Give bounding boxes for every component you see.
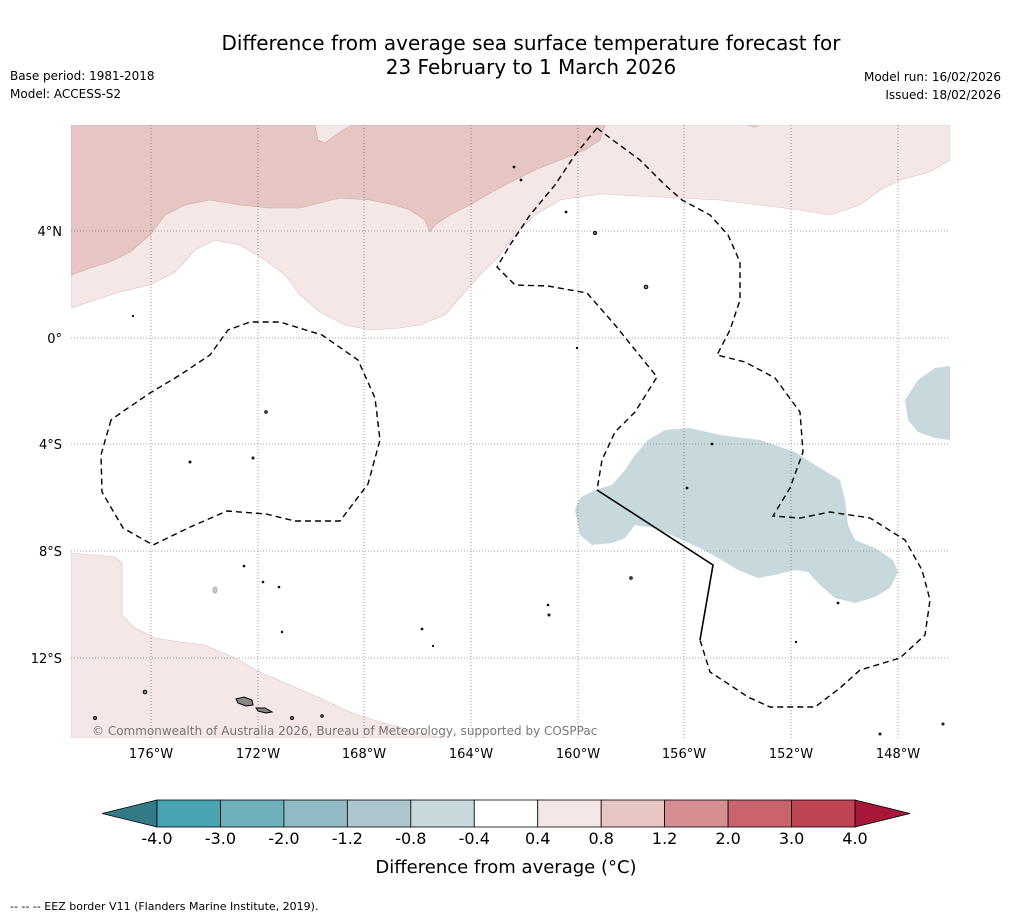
chart-title-line2: 23 February to 1 March 2026 [385,55,677,79]
colorbar-tick-label: 0.4 [525,829,550,848]
colorbar-segment [410,799,475,828]
colorbar-tick-label: 4.0 [842,829,867,848]
islands [93,165,945,736]
warm-anomaly-light-south [71,552,441,738]
colorbar-tick-label: -0.4 [459,829,490,848]
longitude-labels: 176°W 172°W 168°W 164°W 160°W 156°W 152°… [129,747,920,762]
lon-label-168w: 168°W [342,747,386,762]
model-run-label: Model run: 16/02/2026 [863,70,1001,84]
latitude-labels: 4°N 0° 4°S 8°S 12°S [31,225,62,667]
lat-label-8s: 8°S [39,545,62,560]
colorbar: -4.0 -3.0 -2.0 -1.2 -0.8 -0.4 0.4 0.8 1.2 2.0 3.0 4… [101,799,911,848]
colorbar-segment [473,799,539,828]
lon-label-164w: 164°W [449,747,493,762]
colorbar-label: Difference from average (°C) [375,857,636,878]
lon-label-172w: 172°W [236,747,280,762]
lon-label-148w: 148°W [876,747,920,762]
eez-kiribati-east [596,127,931,708]
colorbar-tick-label: -3.0 [205,829,236,848]
eez-solid-boundary [596,489,714,641]
lon-label-160w: 160°W [556,747,600,762]
eez-footnote: -- -- -- EEZ border V11 (Flanders Marine… [10,900,319,913]
lat-label-12s: 12°S [31,652,62,667]
colorbar-tick-label: -0.8 [395,829,426,848]
colorbar-segment [727,799,792,828]
colorbar-segment [346,799,412,828]
warm-anomaly-medium-north [71,125,606,276]
colorbar-segment [600,799,666,828]
colorbar-tick-label: -1.2 [332,829,363,848]
lon-label-176w: 176°W [129,747,173,762]
cool-anomaly-central [575,428,898,603]
graticule [71,125,950,738]
colorbar-tick-label: 0.8 [588,829,613,848]
colorbar-segment [791,799,856,828]
anomaly-shading [71,125,950,738]
lon-label-156w: 156°W [662,747,706,762]
colorbar-segment [664,799,729,828]
colorbar-over-arrow [854,799,911,828]
issued-label: Issued: 18/02/2026 [885,88,1001,102]
colorbar-tick-label: -2.0 [268,829,299,848]
chart-title-line1: Difference from average sea surface temp… [221,31,841,55]
colorbar-segment [537,799,602,828]
colorbar-tick-label: 3.0 [779,829,804,848]
lat-label-0: 0° [47,332,62,347]
colorbar-tick-label: -4.0 [141,829,172,848]
lon-label-152w: 152°W [769,747,813,762]
colorbar-segment [283,799,348,828]
eez-borders [100,127,931,708]
warm-anomaly-sliver [745,125,760,128]
lat-label-4n: 4°N [38,225,63,240]
eez-tokelau-samoa [100,321,381,546]
colorbar-segment [220,799,285,828]
colorbar-under-arrow [101,799,158,828]
samoa-island-savaii [255,707,274,714]
colorbar-segment [156,799,221,828]
eez-kiribati-line [496,127,658,491]
base-period-label: Base period: 1981-2018 [10,69,155,83]
lat-label-4s: 4°S [39,438,62,453]
copyright-notice: © Commonwealth of Australia 2026, Bureau… [92,724,597,738]
cool-anomaly-east [905,366,950,440]
samoa-island-upolu [235,696,254,707]
colorbar-tick-label: 1.2 [652,829,677,848]
model-label: Model: ACCESS-S2 [10,87,122,101]
colorbar-tick-label: 2.0 [715,829,740,848]
